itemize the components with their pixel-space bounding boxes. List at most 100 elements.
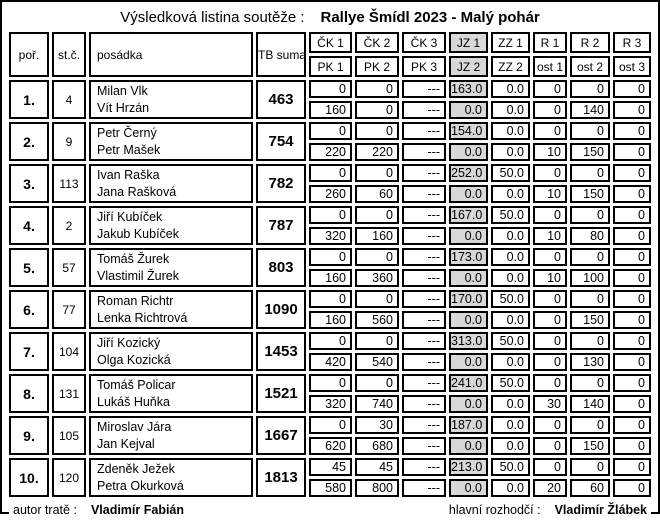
value-cell: 420 [309,353,352,371]
table-row: 1. 4 Milan Vlk Vít Hrzán 463 0 0 --- 163.0 0.0 0 0 0 [9,80,651,119]
total-points-cell: 1521 [256,374,306,413]
value-cell: 150 [570,437,610,455]
table-row: 620 680 --- 0.0 0.0 0 150 0 [9,437,651,455]
value-cell: 45 [309,458,352,476]
value-cell: 0 [533,458,567,476]
codriver-name: Jakub Kubíček [97,226,179,241]
start-number-cell: 57 [52,248,86,287]
value-cell: 0.0 [449,395,488,413]
value-cell: 0 [570,164,610,182]
value-cell: 160 [309,269,352,287]
total-points-cell: 1453 [256,332,306,371]
value-cell: 0.0 [491,122,530,140]
value-cell: 0 [309,416,352,434]
value-cell: 0 [533,416,567,434]
value-cell: 0 [613,164,651,182]
value-cell: 140 [570,395,610,413]
col-header-zz2: ZZ 2 [491,56,530,77]
col-header-jz2: JZ 2 [449,56,488,77]
value-cell: 320 [309,395,352,413]
value-cell: --- [402,395,446,413]
value-cell: --- [402,479,446,497]
col-header-r2: R 2 [570,32,610,53]
header-row-bottom: PK 1 PK 2 PK 3 JZ 2 ZZ 2 ost 1 ost 2 ost… [9,56,651,77]
value-cell: 60 [570,479,610,497]
driver-name: Petr Černý [97,126,157,141]
value-cell: 0 [533,311,567,329]
start-number-cell: 2 [52,206,86,245]
codriver-name: Olga Kozická [97,352,171,367]
value-cell: 80 [570,227,610,245]
value-cell: 0.0 [491,479,530,497]
event-title: Rallye Šmídl 2023 - Malý pohár [320,9,540,26]
value-cell: 0 [570,374,610,392]
total-points-cell: 463 [256,80,306,119]
value-cell: 0 [533,122,567,140]
value-cell: 170.0 [449,290,488,308]
value-cell: 540 [355,353,399,371]
chief-referee-label: hlavní rozhodčí : [448,503,541,517]
value-cell: 0 [533,80,567,98]
crew-cell: Jiří Kubíček Jakub Kubíček [89,206,253,245]
value-cell: --- [402,101,446,119]
value-cell: 0 [613,248,651,266]
value-cell: 0.0 [491,269,530,287]
value-cell: 0 [570,458,610,476]
driver-name: Zdeněk Ježek [97,462,175,477]
col-header-pk2: PK 2 [355,56,399,77]
value-cell: 0 [613,290,651,308]
value-cell: --- [402,311,446,329]
value-cell: 50.0 [491,290,530,308]
value-cell: 0 [613,437,651,455]
value-cell: 0 [533,206,567,224]
value-cell: 0 [533,437,567,455]
value-cell: 0.0 [449,353,488,371]
value-cell: 680 [355,437,399,455]
value-cell: --- [402,227,446,245]
value-cell: 0.0 [449,227,488,245]
value-cell: 50.0 [491,206,530,224]
value-cell: 0.0 [491,353,530,371]
value-cell: 0 [570,416,610,434]
value-cell: --- [402,185,446,203]
crew-cell: Zdeněk Ježek Petra Okurková [89,458,253,497]
value-cell: 620 [309,437,352,455]
table-row: 4. 2 Jiří Kubíček Jakub Kubíček 787 0 0 --- 167.… [9,206,651,245]
col-header-ost2: ost 2 [570,56,610,77]
table-row: 5. 57 Tomáš Žurek Vlastimil Žurek 803 0 0 --- 17… [9,248,651,287]
footer: autor tratě : Vladimír Fabián hlavní rozh… [9,500,651,520]
title-label: Výsledková listina soutěže : [120,9,305,26]
col-header-pk3: PK 3 [402,56,446,77]
table-row: 6. 77 Roman Richtr Lenka Richtrová 1090 0 0 ---… [9,290,651,329]
table-row: 260 60 --- 0.0 0.0 10 150 0 [9,185,651,203]
value-cell: 30 [355,416,399,434]
start-number-cell: 77 [52,290,86,329]
rank-cell: 5. [9,248,49,287]
value-cell: --- [402,206,446,224]
value-cell: 0.0 [491,101,530,119]
value-cell: 0.0 [449,269,488,287]
crew-cell: Miroslav Jára Jan Kejval [89,416,253,455]
value-cell: 213.0 [449,458,488,476]
value-cell: --- [402,353,446,371]
col-header-ck3: ČK 3 [402,32,446,53]
value-cell: 0 [570,248,610,266]
value-cell: 0 [570,80,610,98]
table-row: 7. 104 Jiří Kozický Olga Kozická 1453 0 0 --- 31… [9,332,651,371]
driver-name: Jiří Kubíček [97,210,163,225]
sheet-title: Výsledková listina soutěže : Rallye Šmídl… [9,6,651,29]
value-cell: 50.0 [491,332,530,350]
total-points-cell: 1813 [256,458,306,497]
table-row: 9. 105 Miroslav Jára Jan Kejval 1667 0 30 --- 18… [9,416,651,455]
value-cell: 0.0 [449,437,488,455]
value-cell: 167.0 [449,206,488,224]
total-points-cell: 782 [256,164,306,203]
value-cell: 360 [355,269,399,287]
start-number-cell: 131 [52,374,86,413]
value-cell: 0 [309,374,352,392]
chief-referee: hlavní rozhodčí : Vladimír Žlábek [449,503,647,517]
value-cell: 320 [309,227,352,245]
value-cell: 0.0 [491,395,530,413]
crew-cell: Ivan Raška Jana Rašková [89,164,253,203]
value-cell: 0 [533,353,567,371]
